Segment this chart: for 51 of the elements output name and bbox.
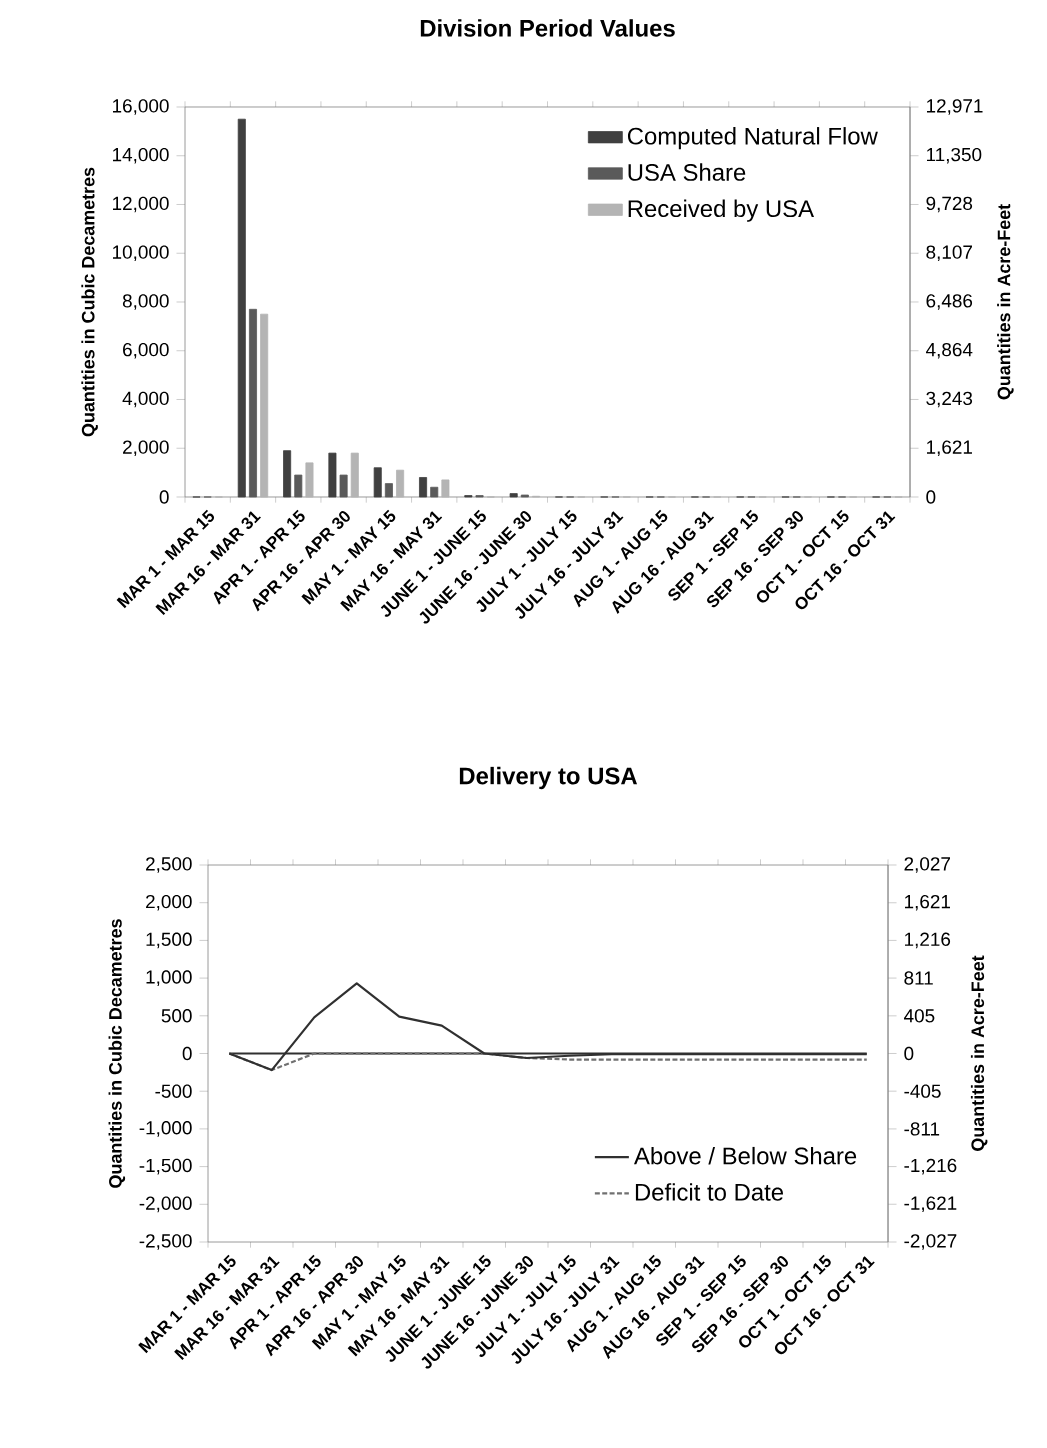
y-tick-label: 12,000 xyxy=(113,196,169,213)
y2-tick-label: -1,621 xyxy=(904,1196,957,1213)
y2-tick-label: 9,728 xyxy=(926,196,973,213)
y2-tick-label: -1,216 xyxy=(904,1158,957,1175)
y-tick-label: 0 xyxy=(159,490,169,504)
y-tick-label: 0 xyxy=(182,1046,192,1061)
y-tick-label: -1,500 xyxy=(139,1158,192,1175)
y-tick-label: 10,000 xyxy=(113,245,169,262)
legend-label: Deficit to Date xyxy=(635,1183,784,1201)
y2-tick-label: -811 xyxy=(904,1122,940,1136)
y2-tick-label: 1,621 xyxy=(927,440,972,457)
y-tick-label: 16,000 xyxy=(113,99,169,115)
y2-tick-label: -2,027 xyxy=(904,1234,957,1250)
y2-tick-label: 1,621 xyxy=(905,894,950,911)
y-axis-title: Quantities in Cubic Decametres xyxy=(108,919,126,1188)
y2-tick-label: 405 xyxy=(904,1009,935,1023)
y-tick-label: 6,000 xyxy=(123,342,169,359)
y-tick-label: -2,000 xyxy=(139,1196,192,1213)
y-tick-label: 1,500 xyxy=(146,932,192,949)
legend-label: Received by USA xyxy=(628,199,815,222)
y-tick-label: 8,000 xyxy=(122,294,169,310)
y2-tick-label: 0 xyxy=(904,1046,914,1061)
y2-tick-label: 8,107 xyxy=(926,245,972,262)
y-tick-label: 4,000 xyxy=(122,391,169,408)
y2-tick-label: 2,027 xyxy=(904,857,950,873)
chart-title: Delivery to USA xyxy=(459,766,638,790)
y-tick-label: 2,500 xyxy=(146,857,192,873)
y2-tick-label: 12,971 xyxy=(927,99,983,115)
y2-tick-label: 6,486 xyxy=(926,294,973,310)
y-tick-label: 500 xyxy=(161,1009,192,1023)
y-tick-label: -2,500 xyxy=(139,1234,192,1250)
y2-tick-label: 1,216 xyxy=(905,932,951,949)
legend-label: USA Share xyxy=(628,163,746,181)
y-tick-label: 2,000 xyxy=(146,894,192,911)
y-tick-label: 2,000 xyxy=(123,440,169,457)
y2-tick-label: 11,350 xyxy=(927,147,982,164)
legend-label: Computed Natural Flow xyxy=(627,127,878,150)
y2-tick-label: 0 xyxy=(926,490,936,504)
y2-tick-label: -405 xyxy=(904,1084,941,1098)
y2-tick-label: 3,243 xyxy=(926,391,973,408)
legend-label: Above / Below Share xyxy=(633,1146,857,1165)
y-tick-label: -1,000 xyxy=(139,1121,192,1137)
y2-axis-title: Quantities in Acre-Feet xyxy=(997,204,1014,400)
y-tick-label: 1,000 xyxy=(146,970,192,986)
y-tick-label: 14,000 xyxy=(113,147,169,164)
y2-axis-title: Quantities in Acre-Feet xyxy=(970,955,988,1151)
y-tick-label: -500 xyxy=(155,1084,192,1098)
y2-tick-label: 811 xyxy=(904,971,933,985)
y2-tick-label: 4,864 xyxy=(926,342,973,359)
chart-title: Division Period Values xyxy=(420,19,675,37)
y-axis-title: Quantities in Cubic Decametres xyxy=(81,167,98,437)
